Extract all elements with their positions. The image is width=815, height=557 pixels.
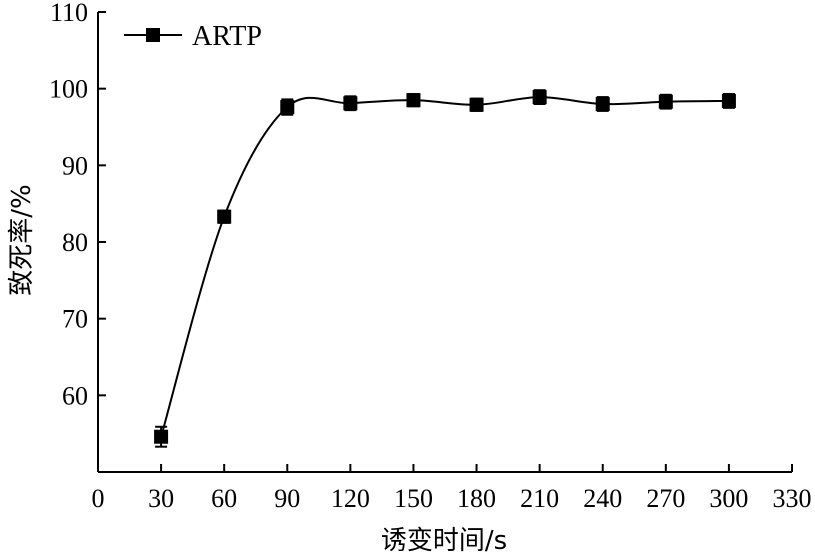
legend: ARTP — [124, 21, 262, 52]
data-point-marker — [469, 97, 484, 112]
legend-marker — [146, 28, 160, 42]
data-point-marker — [595, 97, 610, 111]
x-tick-label: 330 — [773, 484, 812, 513]
data-point-marker — [532, 90, 547, 105]
y-axis-title: 致死率/% — [7, 184, 37, 295]
x-tick-label: 120 — [331, 484, 370, 513]
data-point-marker — [280, 100, 295, 115]
y-axis-ticks: 60 70 80 90 100 110 — [49, 0, 106, 410]
series-line-artp — [160, 96, 729, 438]
data-point-marker — [343, 96, 358, 111]
x-tick-label: 60 — [211, 484, 237, 513]
x-tick-label: 240 — [583, 484, 622, 513]
legend-label: ARTP — [192, 21, 262, 52]
y-tick-label: 90 — [62, 151, 88, 180]
data-point-marker — [658, 94, 673, 109]
x-tick-label: 300 — [709, 484, 748, 513]
axes — [97, 12, 792, 473]
y-tick-label: 80 — [62, 228, 88, 257]
x-tick-label: 180 — [457, 484, 496, 513]
x-tick-label: 90 — [274, 484, 300, 513]
data-point-marker — [406, 93, 421, 108]
plot-area — [154, 89, 736, 448]
x-axis-ticks: 0 30 60 90 120 150 180 210 240 270 300 330 — [92, 464, 812, 513]
x-tick-label: 210 — [520, 484, 559, 513]
x-tick-label: 270 — [646, 484, 685, 513]
x-tick-label: 0 — [92, 484, 105, 513]
x-axis-title: 诱变时间/s — [381, 526, 507, 556]
x-tick-label: 150 — [394, 484, 433, 513]
y-tick-label: 110 — [50, 0, 88, 27]
x-tick-label: 30 — [148, 484, 174, 513]
data-point-marker — [721, 93, 736, 108]
data-point-marker — [154, 429, 169, 444]
y-tick-label: 60 — [62, 381, 88, 410]
data-point-marker — [217, 209, 232, 224]
y-tick-label: 70 — [62, 305, 88, 334]
y-tick-label: 100 — [49, 75, 88, 104]
